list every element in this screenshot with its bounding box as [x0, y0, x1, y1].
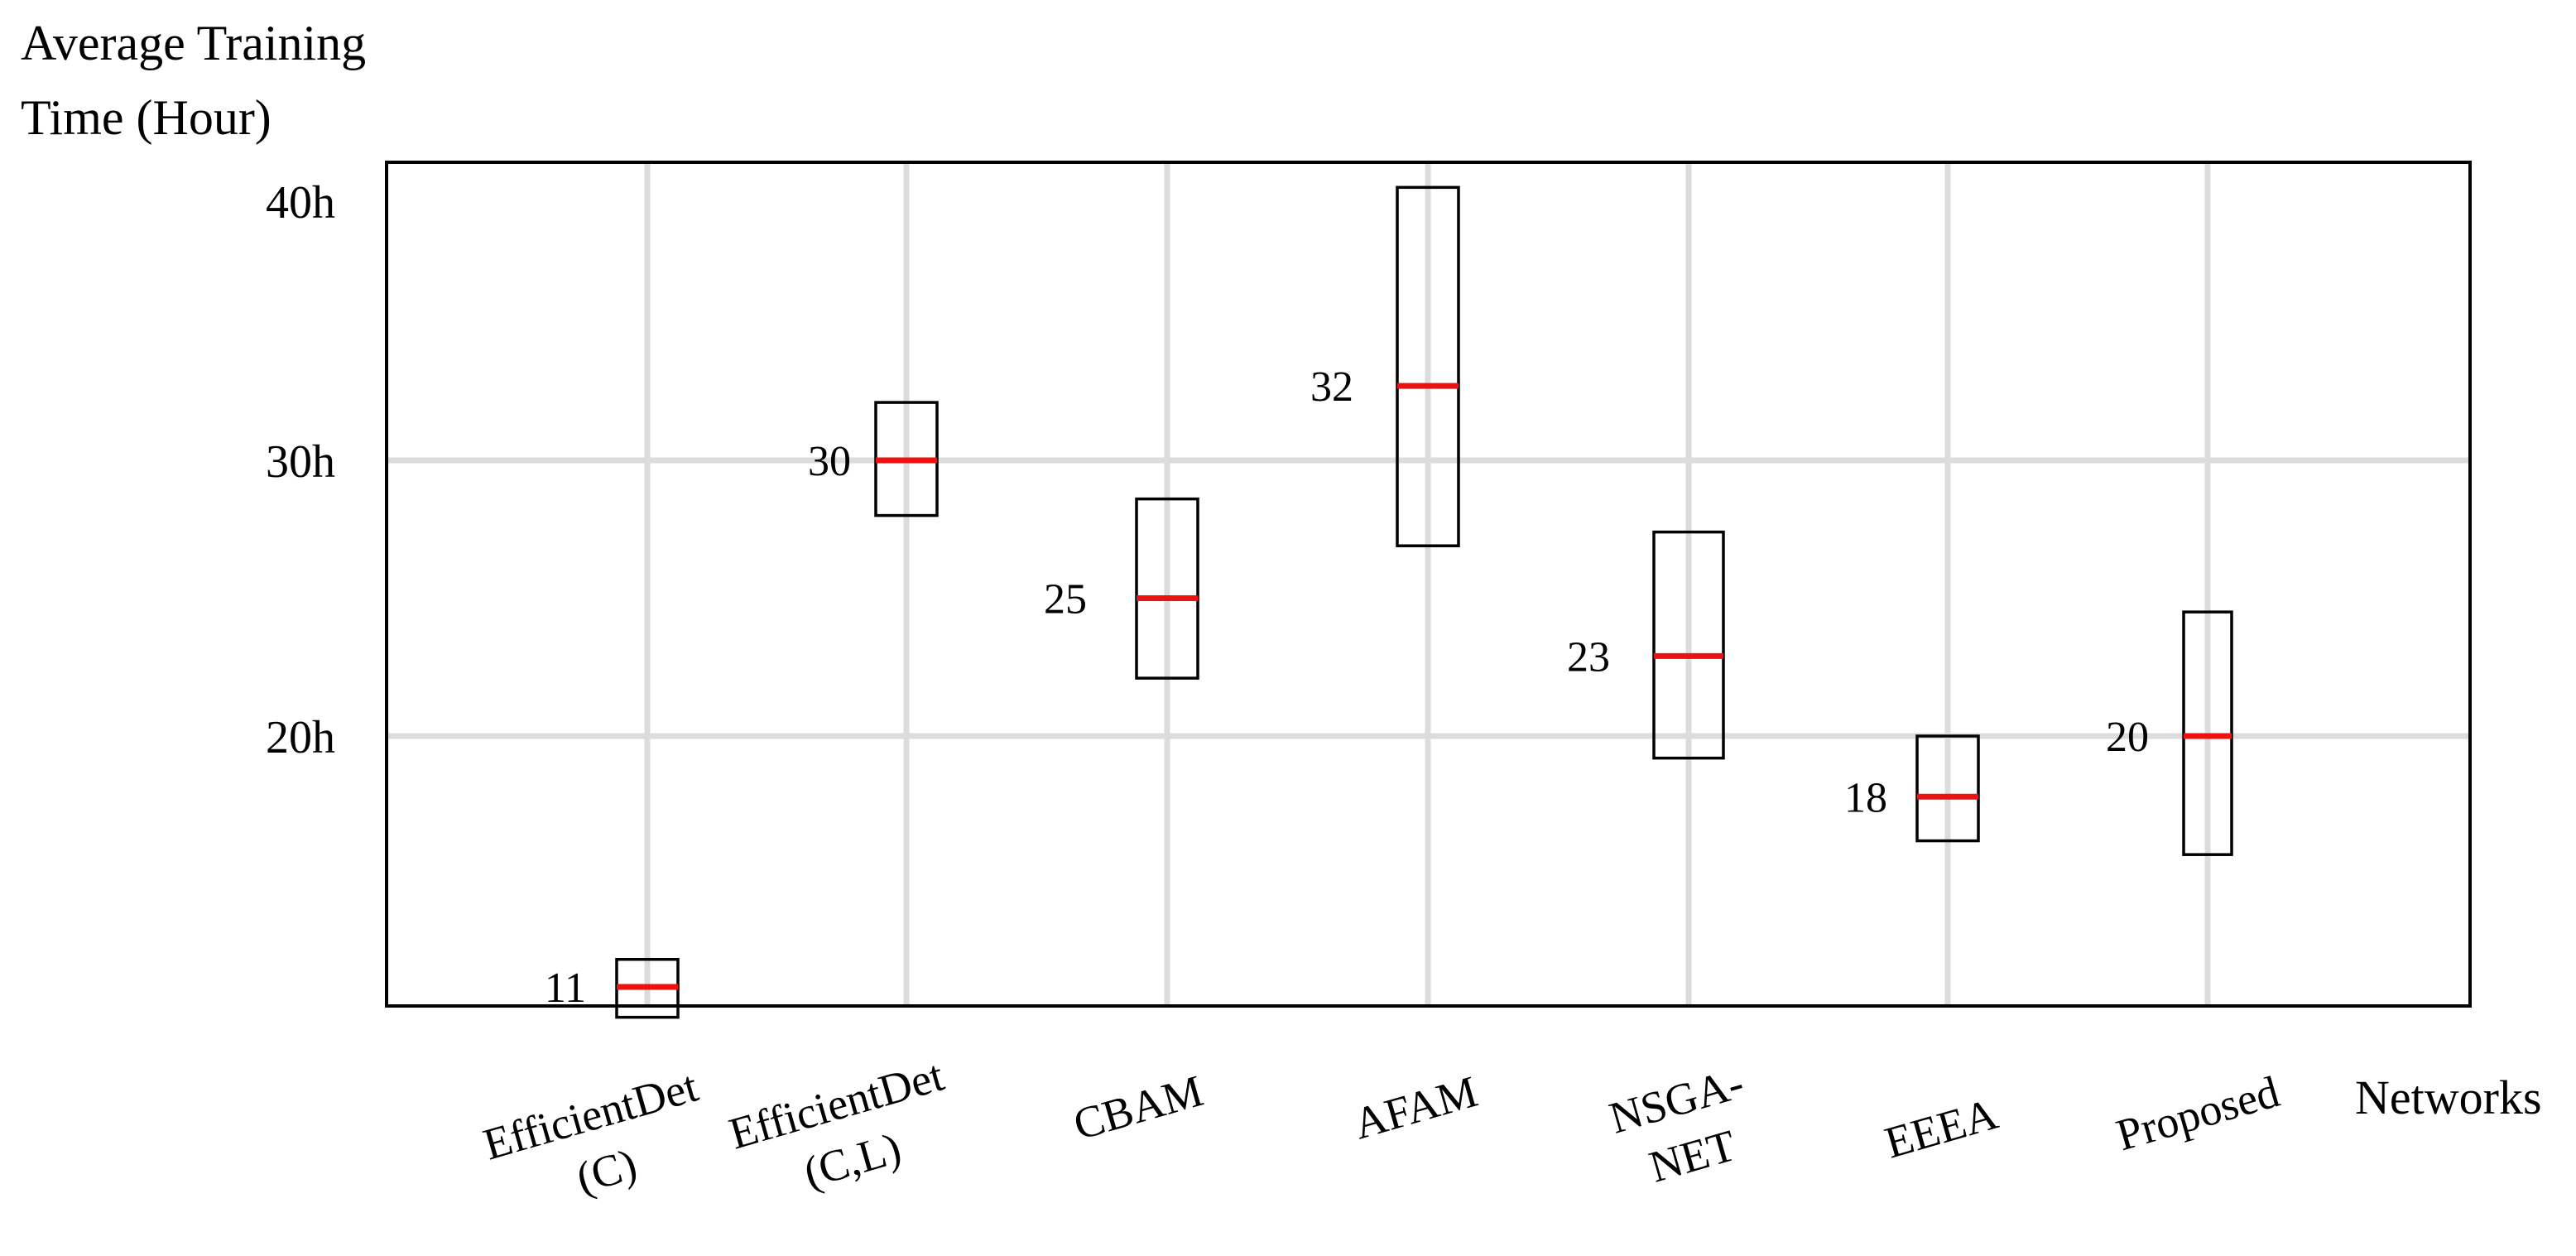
data-label-3: 25: [1044, 576, 1087, 623]
box-5: [1652, 530, 1725, 760]
data-label-4: 32: [1310, 363, 1353, 411]
data-label-1: 11: [545, 965, 586, 1012]
grid-layer: [388, 164, 2468, 1004]
y-axis-label-line-1: Average Training: [21, 16, 366, 70]
data-label-2: 30: [808, 438, 851, 485]
data-label-7: 20: [2106, 714, 2149, 761]
data-label-5: 23: [1567, 633, 1610, 681]
x-tick-label-5: NSGA-NET: [1604, 1057, 1749, 1191]
y-tick-label-3: 20h: [266, 712, 335, 763]
y-tick-label-2: 30h: [266, 436, 335, 488]
x-tick-label-6-line-1: EEEA: [1879, 1089, 2002, 1168]
box-3: [1135, 497, 1199, 680]
x-tick-label-7: Proposed: [2111, 1066, 2285, 1160]
plot-frame: [385, 161, 2472, 1008]
x-tick-label-1-line-2: (C): [571, 1139, 642, 1204]
box-4: [1396, 185, 1460, 547]
y-axis-label-line-2: Time (Hour): [21, 90, 272, 145]
text-layer: Average Training Time (Hour) Networks 40…: [21, 16, 2542, 1204]
x-axis-label: Networks: [2355, 1071, 2542, 1124]
x-tick-label-2: EfficientDet(C,L): [723, 1051, 949, 1198]
box-6: [1915, 734, 1980, 843]
x-tick-label-4-line-1: AFAM: [1348, 1066, 1483, 1149]
data-label-6: 18: [1844, 774, 1887, 821]
x-tick-label-4: AFAM: [1348, 1066, 1483, 1149]
x-tick-label-3: CBAM: [1068, 1066, 1208, 1150]
y-tick-label-1: 40h: [266, 177, 335, 229]
x-tick-label-1: EfficientDet(C): [478, 1061, 703, 1204]
box-layer: [615, 185, 2233, 1019]
x-tick-label-3-line-1: CBAM: [1068, 1066, 1208, 1150]
x-tick-label-6: EEEA: [1879, 1089, 2002, 1168]
x-tick-label-7-line-1: Proposed: [2111, 1066, 2285, 1160]
